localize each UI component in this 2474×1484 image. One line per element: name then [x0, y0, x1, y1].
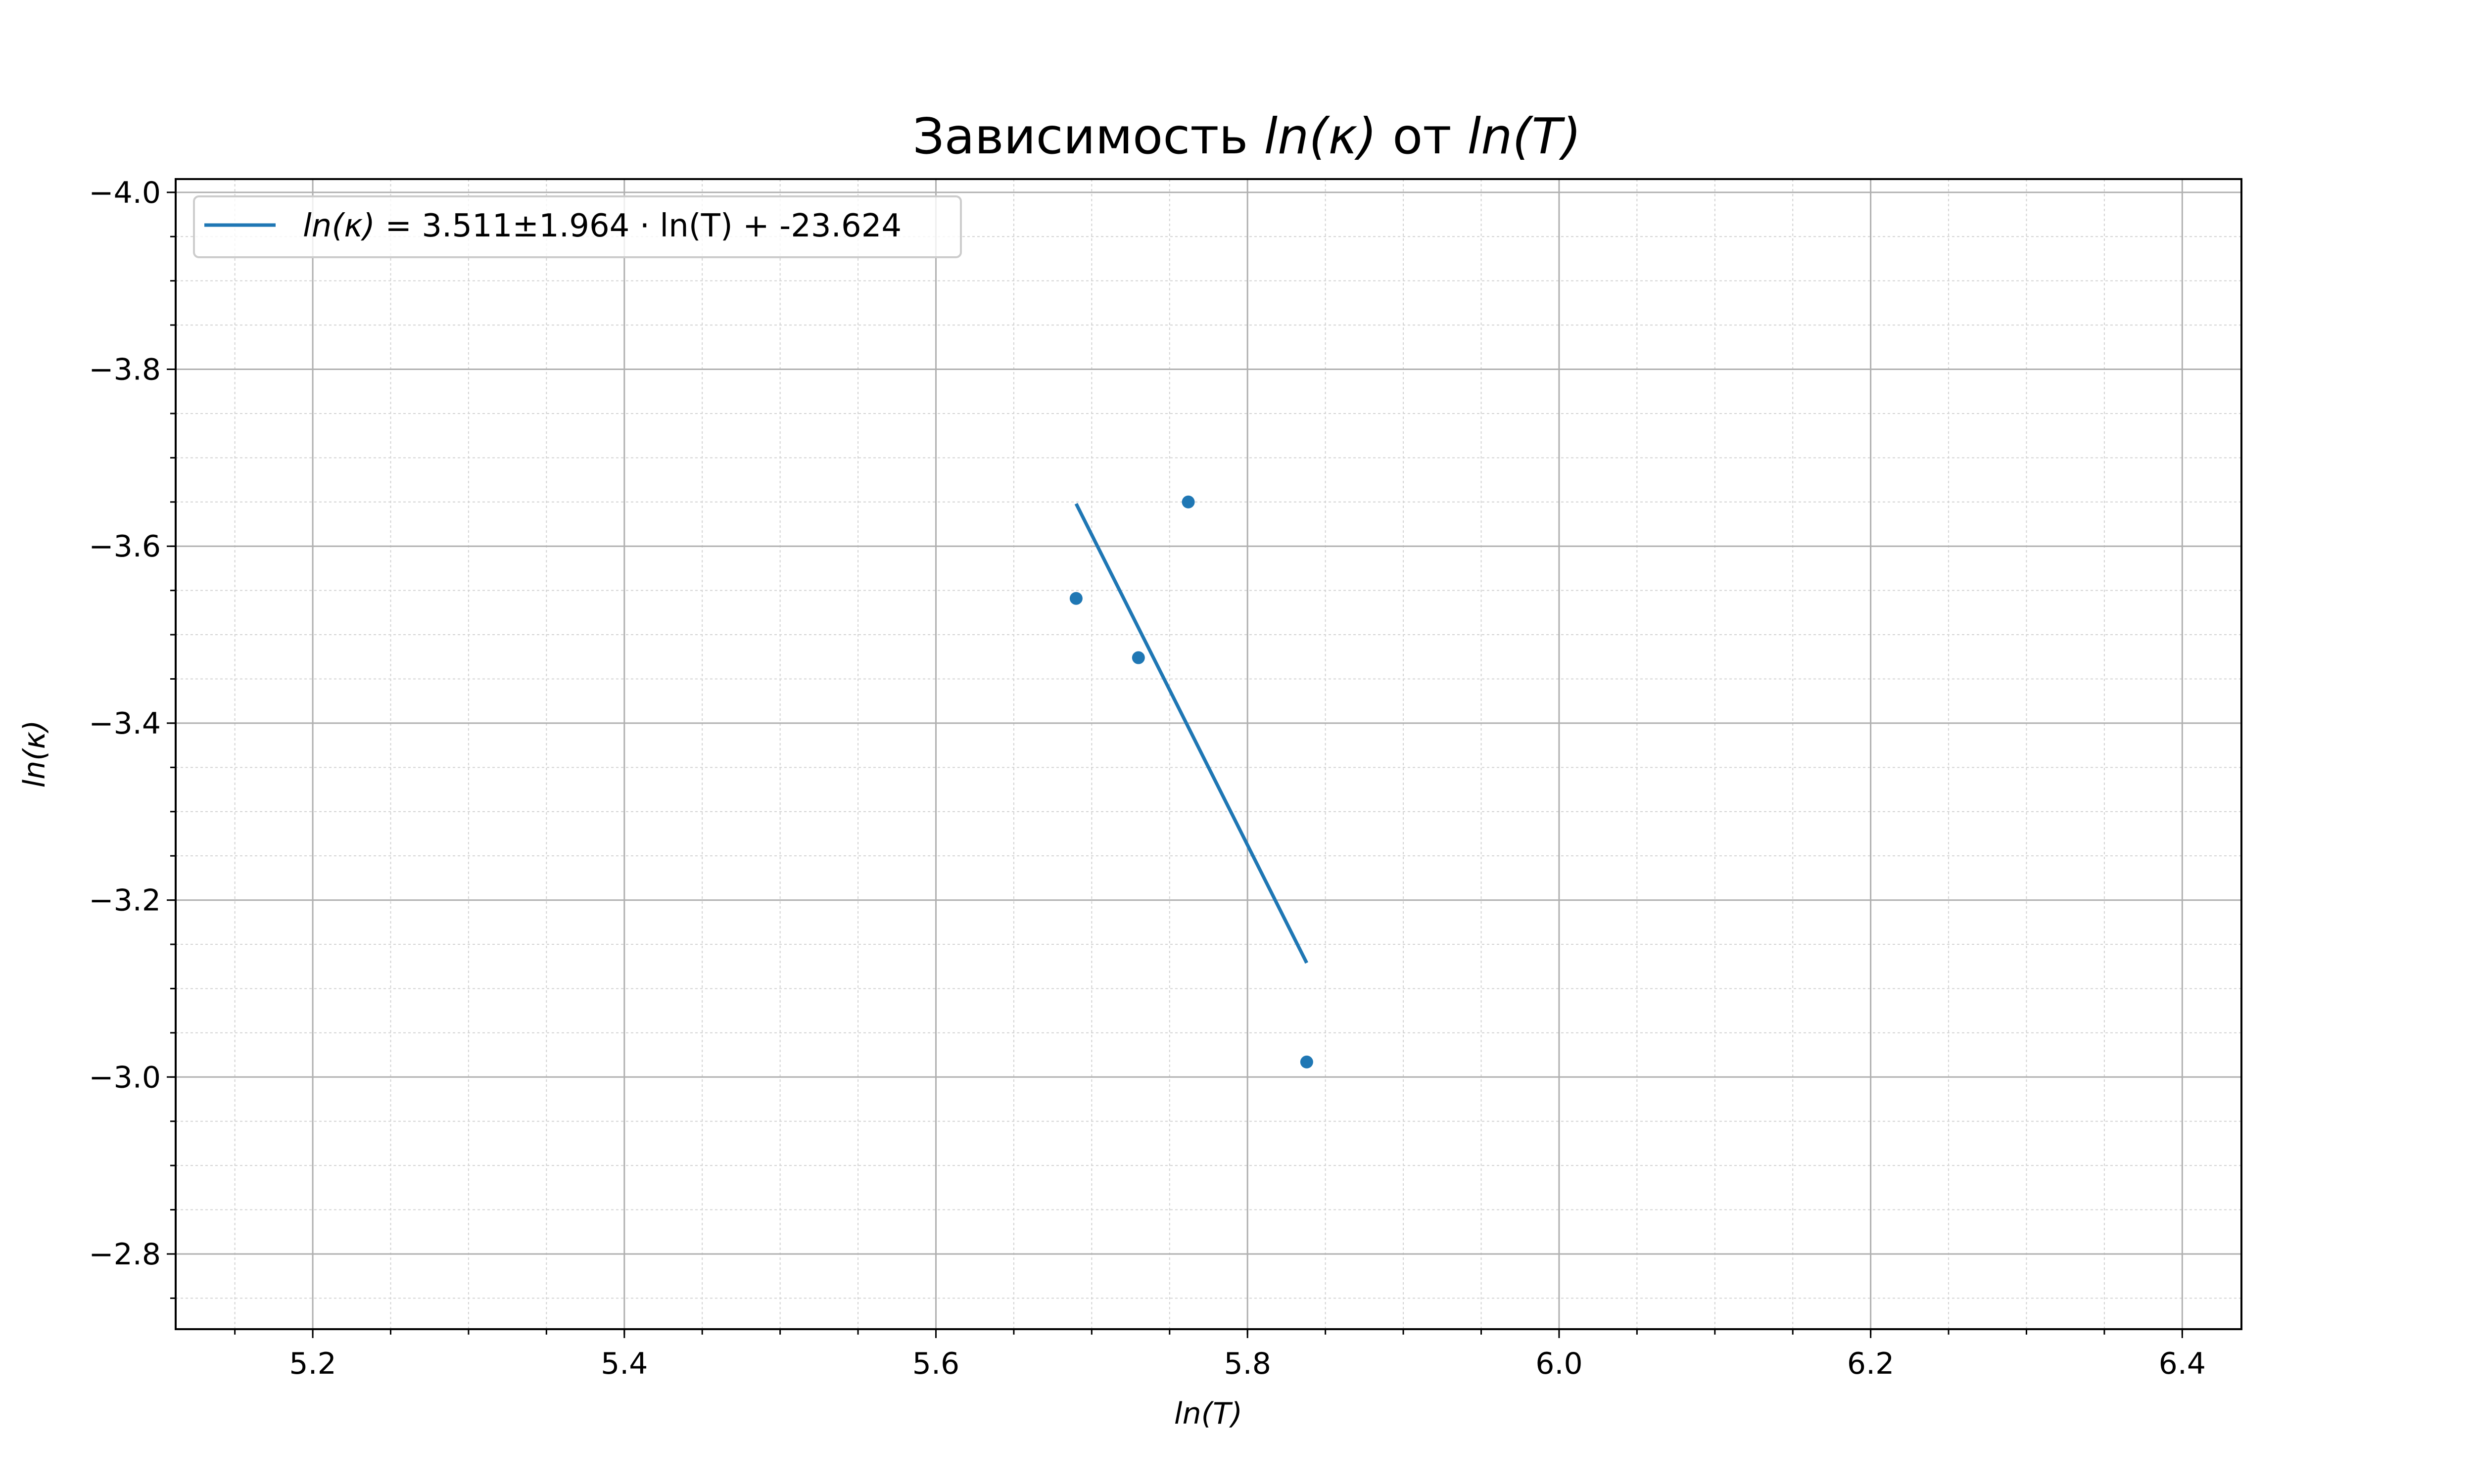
- y-tick-label: −3.6: [89, 529, 161, 564]
- fit-line: [1074, 503, 1308, 964]
- plot-area: [176, 179, 2241, 1329]
- y-tick-label: −2.8: [89, 1237, 161, 1272]
- series-layer: [1069, 495, 1313, 1068]
- y-axis-ticks: −4.0 −3.8 −3.6 −3.4 −3.2 −3.0 −2.8: [89, 176, 176, 1299]
- data-point: [1132, 651, 1145, 664]
- data-point: [1069, 592, 1083, 605]
- y-tick-label: −3.2: [89, 883, 161, 918]
- x-tick-label: 5.6: [912, 1346, 959, 1381]
- chart-title: Зависимость ln(κ) от ln(T): [912, 107, 1581, 165]
- data-point: [1300, 1055, 1313, 1068]
- data-point: [1182, 495, 1195, 509]
- x-tick-label: 6.0: [1535, 1346, 1582, 1381]
- y-tick-label: −3.0: [89, 1060, 161, 1095]
- x-tick-label: 5.4: [601, 1346, 648, 1381]
- x-tick-label: 6.2: [1847, 1346, 1894, 1381]
- y-tick-label: −3.8: [89, 353, 161, 387]
- x-tick-label: 5.8: [1224, 1346, 1271, 1381]
- x-tick-label: 6.4: [2159, 1346, 2206, 1381]
- major-grid: [176, 179, 2241, 1329]
- x-tick-label: 5.2: [289, 1346, 336, 1381]
- x-axis-ticks: 5.2 5.4 5.6 5.8 6.0 6.2 6.4: [234, 1329, 2206, 1381]
- legend-box: [193, 195, 962, 258]
- y-tick-label: −4.0: [89, 176, 161, 210]
- y-axis-label: ln(κ): [17, 720, 52, 788]
- plot-frame: [175, 178, 2242, 1330]
- legend-label: ln(κ) = 3.511±1.964 · ln(T) + -23.624: [303, 208, 902, 244]
- x-axis-label: ln(T): [1174, 1396, 1242, 1431]
- y-tick-label: −3.4: [89, 706, 161, 741]
- legend: ln(κ) = 3.511±1.964 · ln(T) + -23.624: [193, 195, 962, 258]
